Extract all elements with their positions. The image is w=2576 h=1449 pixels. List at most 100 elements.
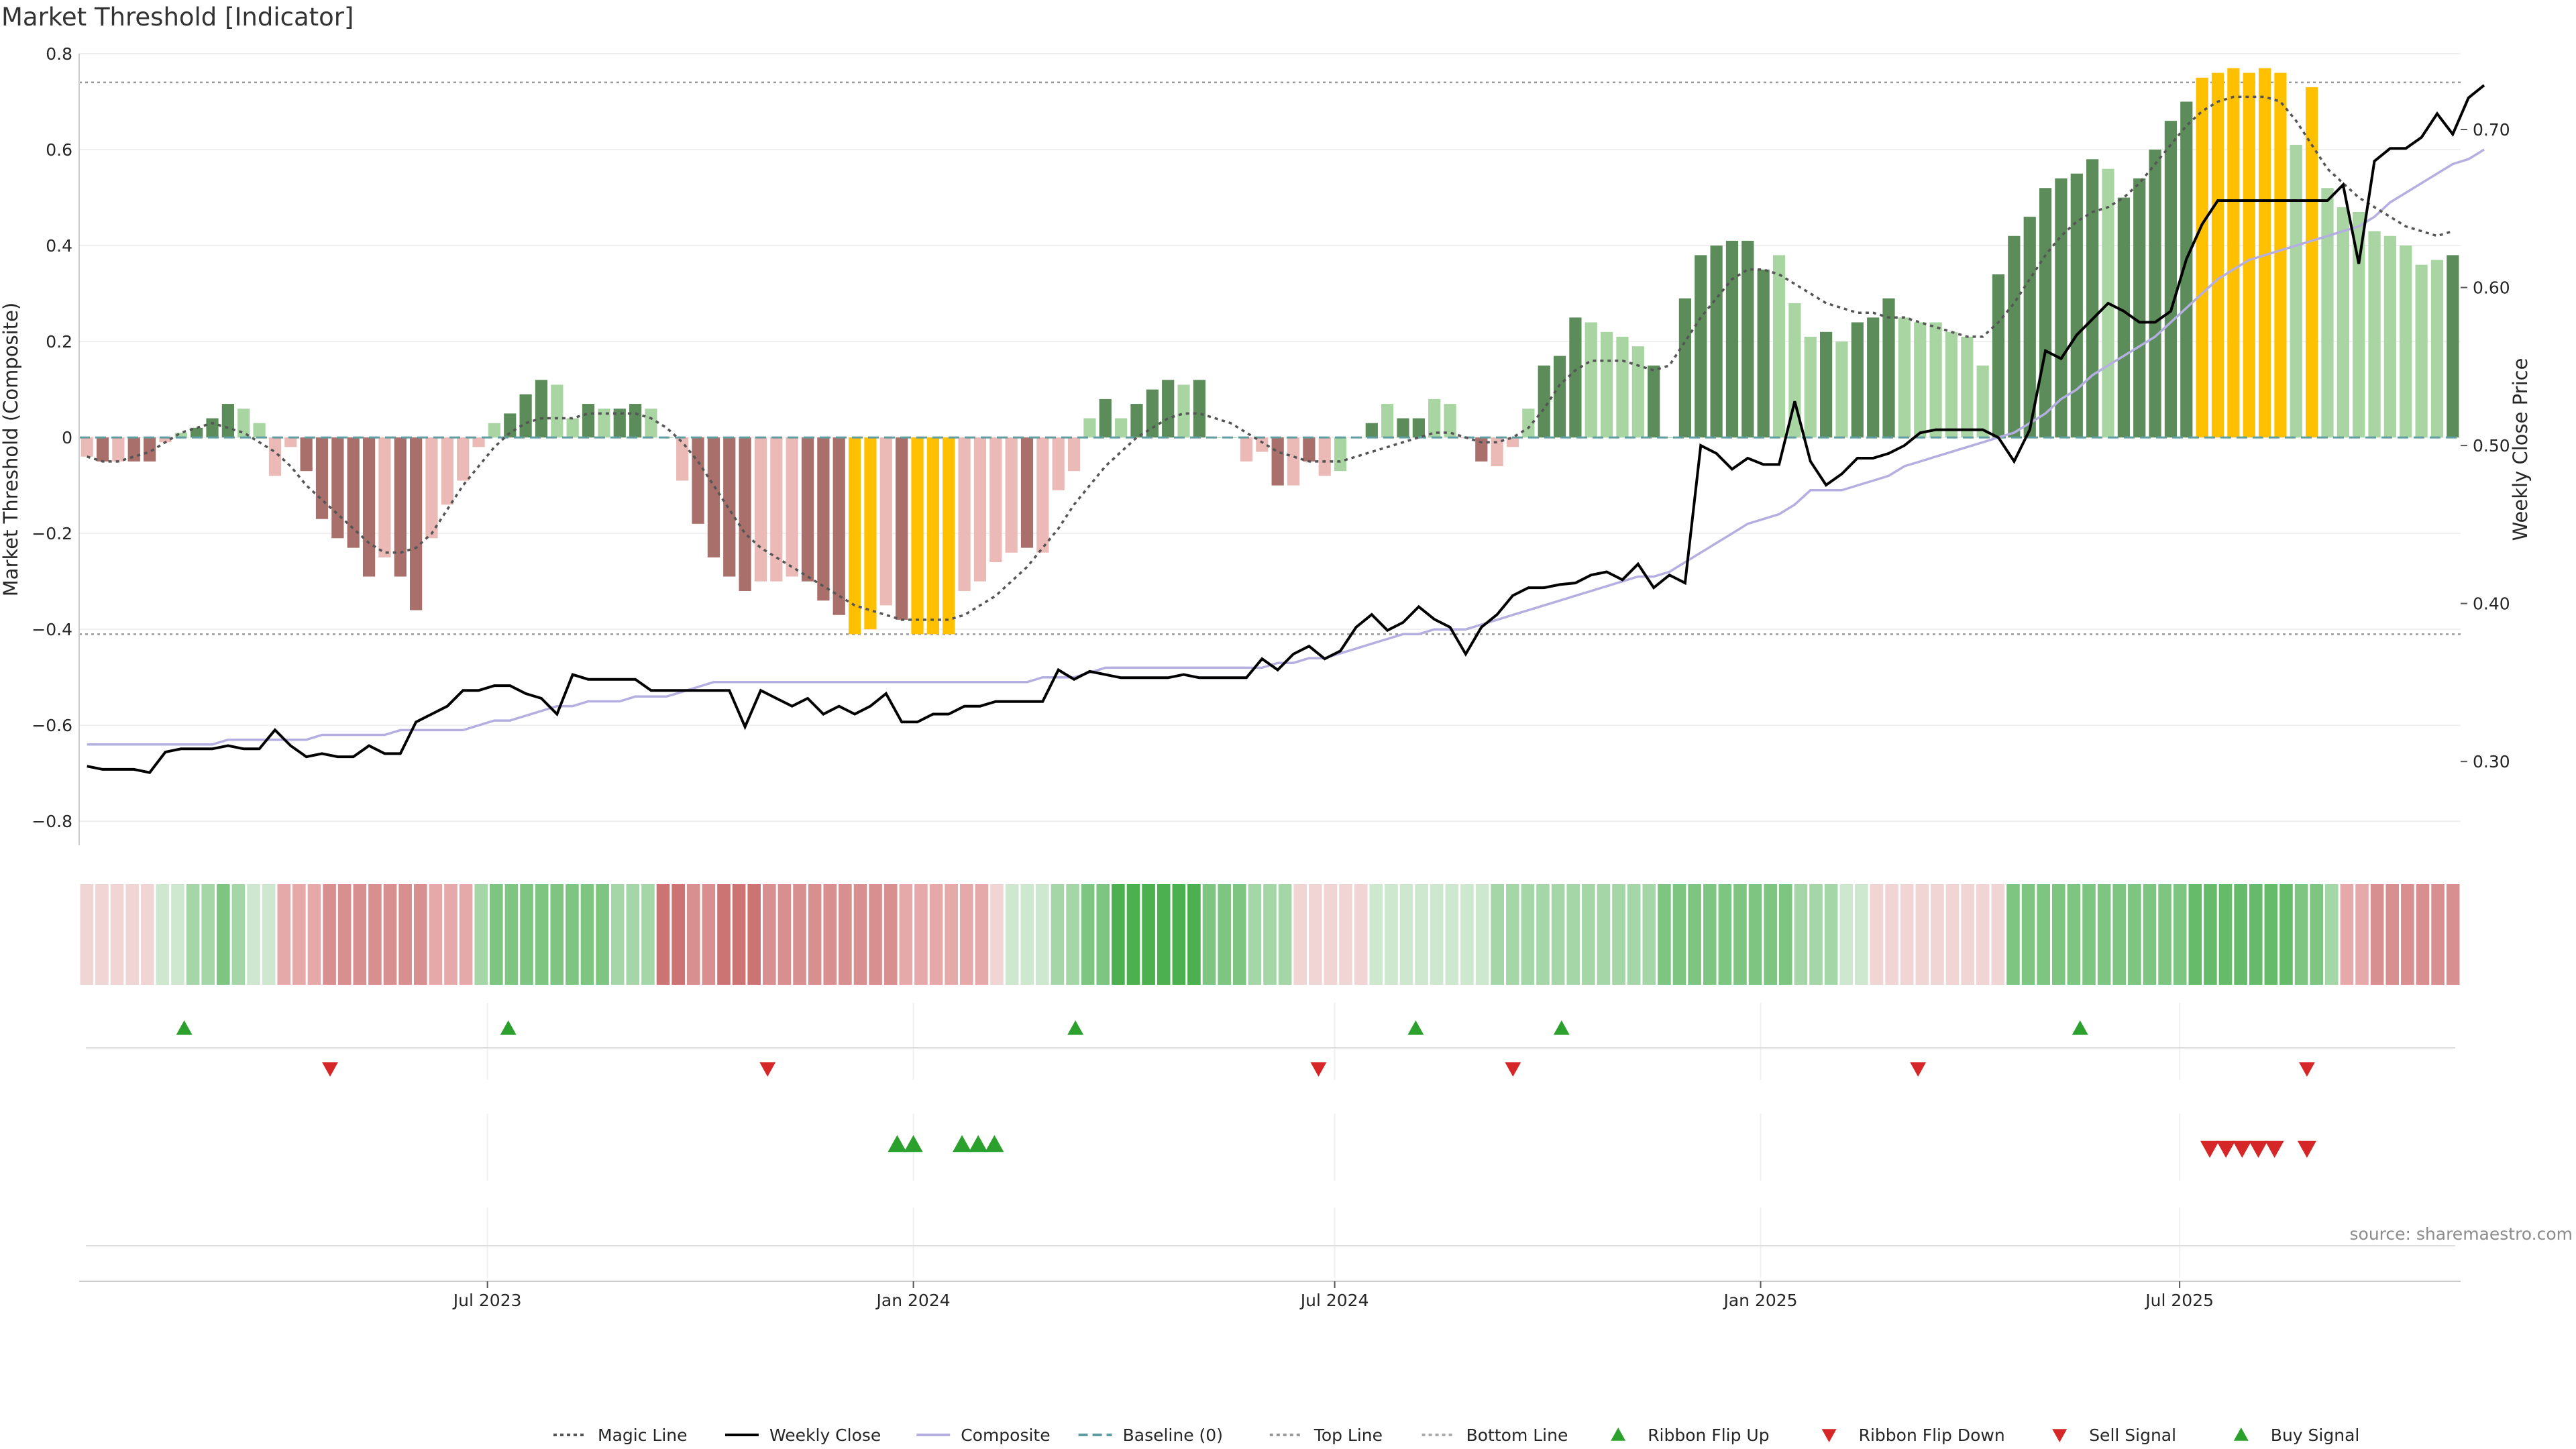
ribbon-cell: [717, 884, 731, 985]
ribbon-cell: [626, 884, 640, 985]
ribbon-cell: [444, 884, 458, 985]
ribbon-cell: [2128, 884, 2141, 985]
composite-bar: [2415, 264, 2428, 438]
composite-bar: [206, 418, 219, 438]
composite-bar: [488, 423, 501, 438]
ribbon-cell: [1991, 884, 2005, 985]
composite-bar: [80, 437, 93, 457]
composite-bar: [2086, 159, 2099, 438]
composite-bar: [2258, 68, 2271, 438]
ribbon-flip-up-marker: [1067, 1020, 1084, 1035]
ribbon-cell: [383, 884, 397, 985]
composite-bar: [739, 437, 751, 591]
ribbon-cell: [1778, 884, 1792, 985]
ribbon-cell: [732, 884, 746, 985]
y2-tick-label: 0.50: [2473, 436, 2510, 455]
composite-bar: [1804, 336, 1817, 438]
composite-bar: [1678, 298, 1692, 438]
y-tick-label: 0: [62, 428, 72, 447]
ribbon-cell: [1885, 884, 1898, 985]
ribbon-cell: [656, 884, 670, 985]
composite-bar: [1961, 336, 1974, 438]
composite-bar: [1772, 255, 1786, 438]
ribbon-flip-down-marker: [1505, 1062, 1521, 1077]
composite-bar: [1914, 322, 1927, 438]
ribbon-cell: [1900, 884, 1914, 985]
ribbon-cell: [1051, 884, 1065, 985]
sell-signal-marker: [2297, 1140, 2316, 1158]
composite-bar: [1303, 437, 1316, 462]
ribbon-cell: [641, 884, 655, 985]
ribbon-cell: [520, 884, 533, 985]
ribbon-cell: [596, 884, 609, 985]
ribbon-cell: [2051, 884, 2065, 985]
composite-bar: [1052, 437, 1065, 490]
buy-signal-marker: [969, 1135, 988, 1152]
ribbon-cell: [1870, 884, 1884, 985]
legend-item: Baseline (0): [1078, 1426, 1223, 1445]
composite-bar: [1648, 365, 1660, 438]
x-tick-label: Jan 2025: [1722, 1291, 1797, 1310]
composite-bar: [2070, 173, 2083, 438]
composite-bar: [1318, 437, 1331, 476]
sell-signal-marker: [2233, 1140, 2252, 1158]
legend-label: Top Line: [1313, 1426, 1383, 1445]
ribbon-cell: [1309, 884, 1322, 985]
ribbon-cell: [808, 884, 822, 985]
ribbon-cell: [1491, 884, 1504, 985]
buy-signal-marker: [904, 1135, 923, 1152]
composite-bar: [1851, 322, 1864, 438]
composite-bar: [943, 437, 955, 635]
ribbon-cell: [945, 884, 958, 985]
ribbon-cell: [1642, 884, 1656, 985]
ribbon-cell: [1142, 884, 1155, 985]
composite-bar: [1663, 437, 1676, 439]
ribbon-cell: [2264, 884, 2278, 985]
composite-bar: [1177, 384, 1190, 438]
ribbon-cell: [777, 884, 792, 985]
composite-bar: [143, 437, 156, 462]
composite-bar: [1976, 365, 1989, 438]
composite-bar: [973, 437, 987, 582]
y-tick-label: 0.4: [46, 236, 72, 256]
ribbon-cell: [262, 884, 276, 985]
ribbon-cell: [686, 884, 700, 985]
triangle-up-icon: [2233, 1428, 2249, 1441]
composite-bar: [1287, 437, 1300, 486]
composite-bars: [80, 68, 2459, 635]
ribbon-cell: [2158, 884, 2171, 985]
legend-item: Buy Signal: [2233, 1426, 2359, 1445]
ribbon-cell: [1566, 884, 1580, 985]
composite-bar: [2055, 178, 2068, 438]
composite-bar: [1146, 389, 1159, 438]
composite-bar: [425, 437, 438, 539]
ribbon-flip-markers: [86, 1003, 2455, 1080]
ribbon-cell: [1931, 884, 1944, 985]
ribbon-cell: [368, 884, 382, 985]
ribbon-cell: [140, 884, 154, 985]
composite-bar: [613, 409, 626, 438]
weekly-close-line: [87, 84, 2485, 774]
ribbon-cell: [1961, 884, 1974, 985]
composite-bar: [112, 437, 125, 462]
composite-bar: [1522, 409, 1535, 438]
composite-bar: [1882, 298, 1895, 438]
y-tick-label: 0.8: [46, 44, 72, 64]
composite-bar: [833, 437, 845, 615]
ribbon-flip-down-marker: [1910, 1062, 1927, 1077]
composite-bar: [96, 437, 109, 462]
ribbon-cell: [747, 884, 761, 985]
composite-bar: [2353, 212, 2365, 438]
ribbon-cell: [2218, 884, 2233, 985]
ribbon-cell: [1112, 884, 1125, 985]
ribbon-cell: [2204, 884, 2217, 985]
x-tick-label: Jul 2024: [1299, 1291, 1369, 1310]
composite-bar: [1428, 398, 1441, 438]
ribbon-cell: [171, 884, 184, 985]
ribbon-cell: [1081, 884, 1095, 985]
source-note: source: sharemaestro.com: [2350, 1224, 2573, 1244]
composite-bar: [2117, 197, 2130, 438]
ribbon-cell: [1658, 884, 1671, 985]
date-axis: Jul 2023 Jan 2024 Jul 2024 Jan 2025 Jul 2025: [79, 1281, 2461, 1310]
